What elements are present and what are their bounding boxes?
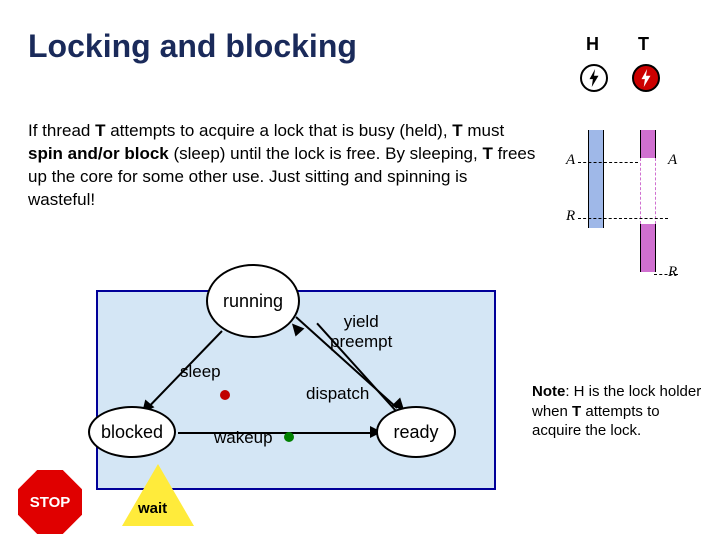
- stop-label: STOP: [30, 494, 71, 511]
- page-title: Locking and blocking: [28, 28, 357, 65]
- label-preempt: preempt: [330, 332, 392, 351]
- dash-line: [654, 274, 678, 275]
- label-sleep: sleep: [180, 362, 221, 382]
- timeline-bar-t-bottom: [640, 224, 656, 272]
- label-dispatch: dispatch: [306, 384, 369, 404]
- label-yield-preempt: yield preempt: [330, 312, 392, 351]
- timeline-bar-t-top: [640, 130, 656, 158]
- timeline-diagram: H T A A R R: [570, 34, 710, 284]
- dot-red-icon: [220, 390, 230, 400]
- wait-label: wait: [138, 500, 167, 517]
- timeline-label-t: T: [638, 34, 649, 55]
- state-ready: ready: [376, 406, 456, 458]
- dash-line: [578, 162, 638, 163]
- label-r-left: R: [566, 208, 575, 225]
- label-yield: yield: [344, 312, 379, 331]
- dash-line: [578, 218, 668, 219]
- label-a-left: A: [566, 152, 575, 169]
- arrow-line: [178, 432, 374, 434]
- state-running: running: [206, 264, 300, 338]
- timeline-bar-t-dashed: [640, 158, 656, 224]
- label-wakeup: wakeup: [214, 428, 273, 448]
- label-a-right: A: [668, 152, 677, 169]
- dot-green-icon: [284, 432, 294, 442]
- bolt-icon-h: [580, 64, 608, 92]
- timeline-label-h: H: [586, 34, 599, 55]
- state-blocked: blocked: [88, 406, 176, 458]
- body-paragraph: If thread T attempts to acquire a lock t…: [28, 120, 538, 212]
- label-r-right: R: [668, 264, 677, 281]
- bolt-icon-t: [632, 64, 660, 92]
- note-text: Note: H is the lock holder when T attemp…: [532, 382, 702, 441]
- timeline-bar-h: [588, 130, 604, 228]
- stop-sign-icon: STOP: [18, 470, 82, 534]
